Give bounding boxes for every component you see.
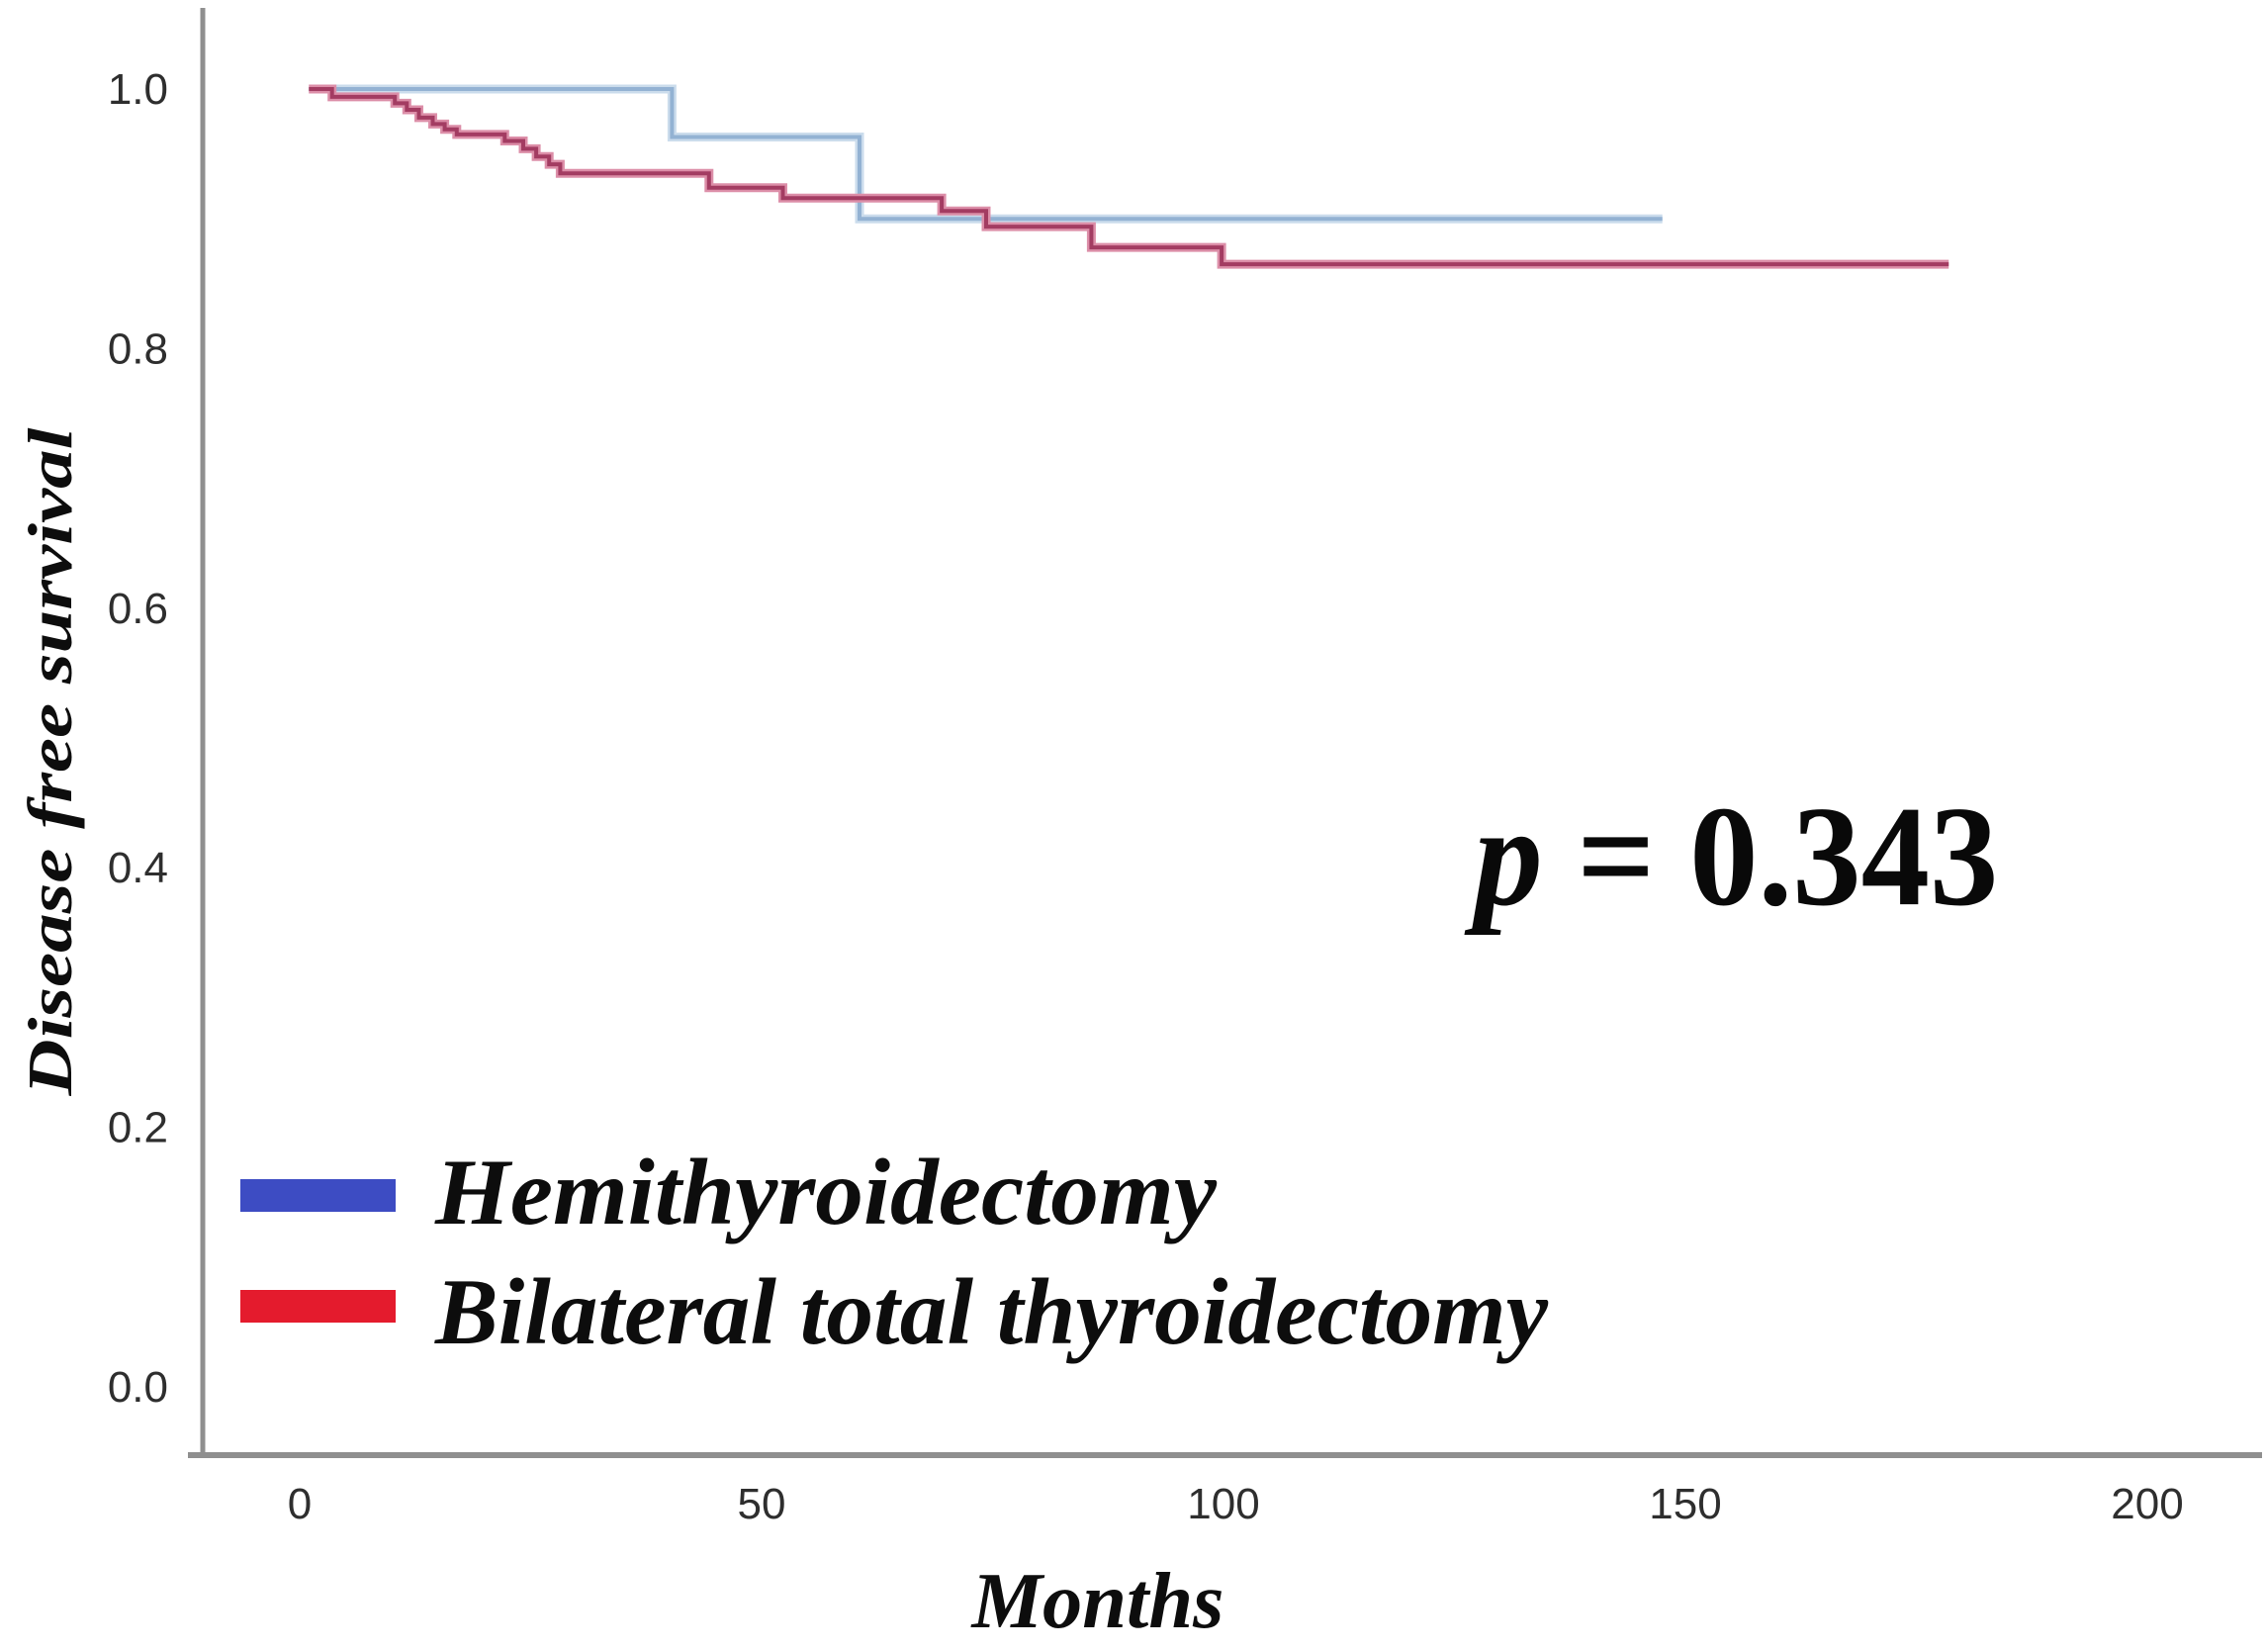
curve-hemithyroidectomy (309, 87, 1663, 222)
axes (188, 8, 2262, 1458)
curve-bilateral-total-thyroidectomy (309, 87, 1949, 267)
curve-halo-bilateral-total-thyroidectomy (309, 84, 1949, 269)
y-axis-title: Disease free survival (15, 427, 85, 1097)
p-value-text: p = 0.343 (1464, 778, 1999, 936)
curve-halo-hemithyroidectomy (309, 84, 1663, 224)
y-tick-label-0.2: 0.2 (108, 1104, 168, 1152)
y-tick-label-0.6: 0.6 (108, 585, 168, 633)
legend-label-hemithyroidectomy: Hemithyroidectomy (434, 1140, 1218, 1244)
x-axis-tick-labels: 0 50 100 150 200 (288, 1480, 2184, 1528)
x-tick-label-0: 0 (288, 1480, 312, 1528)
survival-curves (309, 84, 1949, 269)
y-tick-label-1.0: 1.0 (108, 65, 168, 114)
p-symbol: p (1464, 778, 1543, 936)
x-tick-label-200: 200 (2111, 1480, 2183, 1528)
legend-label-bilateral-total-thyroidectomy: Bilateral total thyroidectomy (434, 1259, 1549, 1364)
p-value-annotation: p = 0.343 (1464, 778, 1999, 936)
p-value-number: = 0.343 (1543, 778, 1999, 936)
x-tick-label-50: 50 (738, 1480, 786, 1528)
x-axis-title: Months (969, 1558, 1224, 1645)
y-axis-tick-labels: 1.0 0.8 0.6 0.4 0.2 0.0 (108, 65, 168, 1412)
legend: Hemithyroidectomy Bilateral total thyroi… (240, 1140, 1549, 1364)
legend-swatch-hemithyroidectomy (240, 1179, 396, 1212)
y-tick-label-0.0: 0.0 (108, 1363, 168, 1412)
legend-swatch-bilateral-total-thyroidectomy (240, 1290, 396, 1323)
x-tick-label-100: 100 (1187, 1480, 1259, 1528)
y-tick-label-0.8: 0.8 (108, 324, 168, 373)
y-tick-label-0.4: 0.4 (108, 844, 168, 892)
x-tick-label-150: 150 (1649, 1480, 1721, 1528)
